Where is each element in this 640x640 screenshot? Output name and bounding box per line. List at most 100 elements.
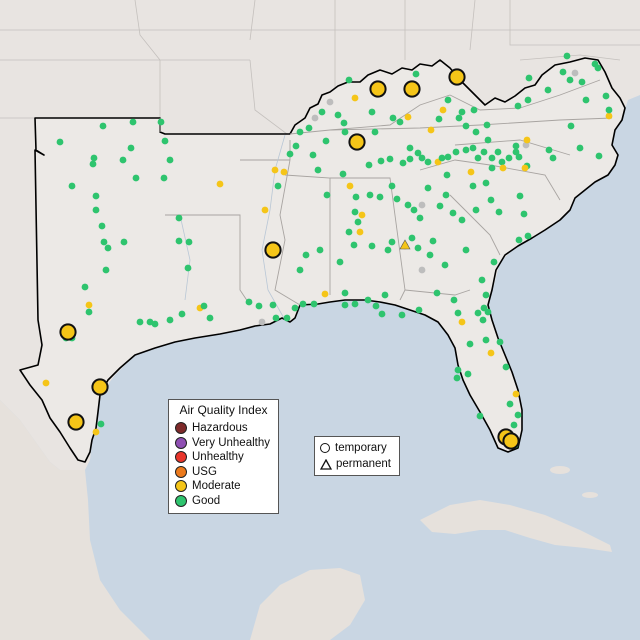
permanent-monitor-triangle[interactable] <box>399 239 411 250</box>
monitor-dot[interactable] <box>458 108 466 116</box>
monitor-dot[interactable] <box>449 209 457 217</box>
monitor-dot[interactable] <box>291 304 299 312</box>
monitor-dot[interactable] <box>479 316 487 324</box>
monitor-dot[interactable] <box>92 428 100 436</box>
monitor-dot[interactable] <box>544 86 552 94</box>
monitor-dot[interactable] <box>371 128 379 136</box>
monitor-dot[interactable] <box>396 118 404 126</box>
monitor-dot[interactable] <box>453 374 461 382</box>
monitor-dot[interactable] <box>157 118 165 126</box>
monitor-dot[interactable] <box>439 106 447 114</box>
monitor-dot[interactable] <box>605 106 613 114</box>
monitor-dot[interactable] <box>132 174 140 182</box>
temporary-monitor-circle[interactable] <box>67 413 85 431</box>
monitor-dot[interactable] <box>296 266 304 274</box>
monitor-dot[interactable] <box>484 136 492 144</box>
monitor-dot[interactable] <box>90 154 98 162</box>
monitor-dot[interactable] <box>151 320 159 328</box>
monitor-dot[interactable] <box>89 160 97 168</box>
monitor-dot[interactable] <box>429 237 437 245</box>
monitor-dot[interactable] <box>524 96 532 104</box>
monitor-dot[interactable] <box>166 316 174 324</box>
monitor-dot[interactable] <box>296 128 304 136</box>
monitor-dot[interactable] <box>438 154 446 162</box>
monitor-dot[interactable] <box>283 314 291 322</box>
monitor-dot[interactable] <box>578 78 586 86</box>
monitor-dot[interactable] <box>378 310 386 318</box>
monitor-dot[interactable] <box>496 338 504 346</box>
monitor-dot[interactable] <box>350 241 358 249</box>
monitor-dot[interactable] <box>318 108 326 116</box>
monitor-dot[interactable] <box>487 196 495 204</box>
monitor-dot[interactable] <box>92 192 100 200</box>
monitor-dot[interactable] <box>311 114 319 122</box>
monitor-dot[interactable] <box>487 349 495 357</box>
monitor-dot[interactable] <box>595 152 603 160</box>
monitor-dot[interactable] <box>341 289 349 297</box>
monitor-dot[interactable] <box>161 137 169 145</box>
monitor-dot[interactable] <box>99 122 107 130</box>
monitor-dot[interactable] <box>549 154 557 162</box>
monitor-dot[interactable] <box>520 210 528 218</box>
monitor-dot[interactable] <box>372 302 380 310</box>
monitor-dot[interactable] <box>602 92 610 100</box>
monitor-dot[interactable] <box>175 214 183 222</box>
monitor-dot[interactable] <box>368 108 376 116</box>
monitor-dot[interactable] <box>406 155 414 163</box>
monitor-dot[interactable] <box>452 148 460 156</box>
monitor-dot[interactable] <box>255 302 263 310</box>
monitor-dot[interactable] <box>472 206 480 214</box>
monitor-dot[interactable] <box>433 289 441 297</box>
monitor-dot[interactable] <box>476 412 484 420</box>
monitor-dot[interactable] <box>474 154 482 162</box>
monitor-dot[interactable] <box>418 154 426 162</box>
monitor-dot[interactable] <box>271 166 279 174</box>
monitor-dot[interactable] <box>98 222 106 230</box>
monitor-dot[interactable] <box>299 300 307 308</box>
monitor-dot[interactable] <box>474 309 482 317</box>
monitor-dot[interactable] <box>364 296 372 304</box>
monitor-dot[interactable] <box>120 238 128 246</box>
monitor-dot[interactable] <box>339 170 347 178</box>
monitor-dot[interactable] <box>175 237 183 245</box>
monitor-dot[interactable] <box>286 150 294 158</box>
monitor-dot[interactable] <box>309 151 317 159</box>
monitor-dot[interactable] <box>488 154 496 162</box>
monitor-dot[interactable] <box>345 228 353 236</box>
monitor-dot[interactable] <box>414 149 422 157</box>
monitor-dot[interactable] <box>494 148 502 156</box>
monitor-dot[interactable] <box>100 238 108 246</box>
monitor-dot[interactable] <box>406 144 414 152</box>
monitor-dot[interactable] <box>462 146 470 154</box>
monitor-dot[interactable] <box>358 211 366 219</box>
temporary-monitor-circle[interactable] <box>369 80 387 98</box>
monitor-dot[interactable] <box>462 122 470 130</box>
monitor-dot[interactable] <box>178 310 186 318</box>
monitor-dot[interactable] <box>274 182 282 190</box>
monitor-dot[interactable] <box>85 308 93 316</box>
monitor-dot[interactable] <box>68 182 76 190</box>
monitor-dot[interactable] <box>261 206 269 214</box>
monitor-dot[interactable] <box>435 115 443 123</box>
monitor-dot[interactable] <box>160 174 168 182</box>
monitor-dot[interactable] <box>464 370 472 378</box>
monitor-dot[interactable] <box>545 146 553 154</box>
monitor-dot[interactable] <box>398 311 406 319</box>
temporary-monitor-circle[interactable] <box>348 133 366 151</box>
monitor-dot[interactable] <box>512 390 520 398</box>
temporary-monitor-circle[interactable] <box>448 68 466 86</box>
monitor-dot[interactable] <box>341 128 349 136</box>
monitor-dot[interactable] <box>351 208 359 216</box>
monitor-dot[interactable] <box>321 290 329 298</box>
monitor-dot[interactable] <box>458 216 466 224</box>
monitor-dot[interactable] <box>404 201 412 209</box>
monitor-dot[interactable] <box>466 340 474 348</box>
monitor-dot[interactable] <box>280 168 288 176</box>
monitor-dot[interactable] <box>384 246 392 254</box>
monitor-dot[interactable] <box>482 291 490 299</box>
monitor-dot[interactable] <box>469 144 477 152</box>
monitor-dot[interactable] <box>483 121 491 129</box>
monitor-dot[interactable] <box>524 232 532 240</box>
monitor-dot[interactable] <box>416 214 424 222</box>
monitor-dot[interactable] <box>443 171 451 179</box>
